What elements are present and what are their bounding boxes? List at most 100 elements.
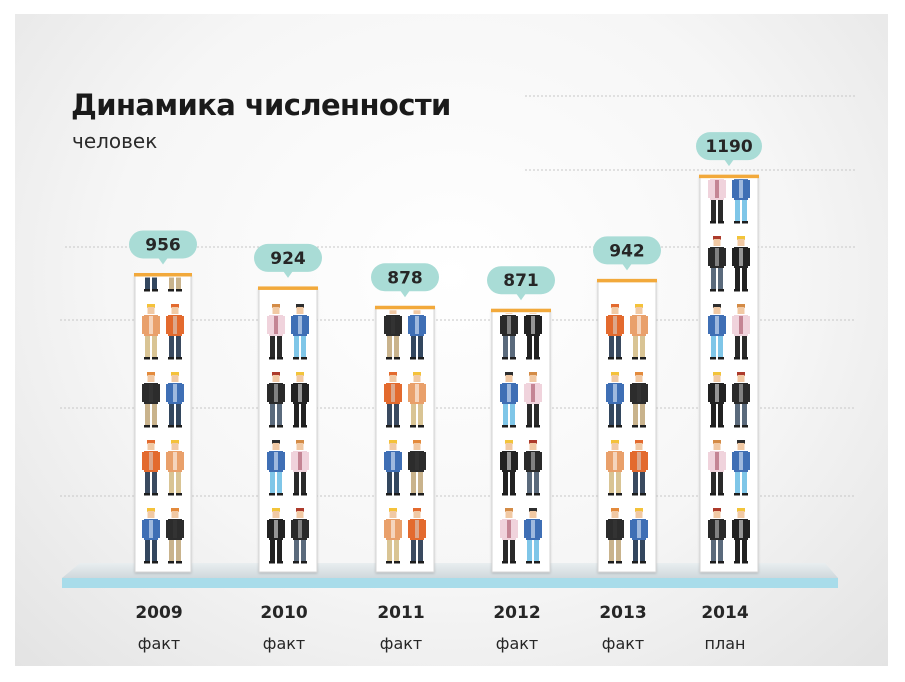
bar-top-accent [699,174,759,179]
value-bubble-pointer [516,293,526,301]
value-bubble-shape [371,263,439,292]
value-bubble-pointer [283,270,293,278]
worker-figure-icon [291,440,309,496]
bar-2011: 878 [371,263,439,573]
worker-figure-icon [500,440,518,496]
worker-figure-icon [606,508,624,564]
bar-2009: 956 [129,230,197,573]
value-bubble: 1190 [696,132,762,167]
bar-value-label: 942 [609,241,645,261]
bar-value-label: 924 [270,249,306,269]
worker-figures [606,304,648,564]
year-label: 2009 [135,603,182,623]
value-bubble-pointer [622,263,632,271]
base-strip [62,578,838,588]
bar-top-accent [597,278,657,283]
worker-figure-icon [708,179,726,224]
value-bubble: 942 [593,236,661,271]
value-bubble: 878 [371,263,439,298]
worker-figure-icon [384,508,402,564]
value-bubble: 924 [254,243,322,278]
worker-figure-icon [732,372,750,428]
worker-figure-icon [606,304,624,360]
worker-figures [142,277,184,564]
worker-figure-icon [408,440,426,496]
chart-title: Динамика численности [71,88,451,122]
worker-figure-icon [408,508,426,564]
year-label: 2011 [377,603,424,623]
status-label: факт [138,634,180,653]
bar-2010: 924 [254,243,322,573]
worker-figure-icon [500,313,518,360]
worker-figures [384,310,426,564]
worker-figure-icon [524,313,542,360]
worker-figure-icon [142,440,160,496]
worker-figure-icon [291,372,309,428]
worker-figure-icon [732,304,750,360]
worker-figure-icon [732,440,750,496]
status-label: факт [496,634,538,653]
year-label: 2013 [599,603,646,623]
worker-figure-icon [166,372,184,428]
bar-2014: 1190 [696,132,762,573]
worker-figure-icon [267,440,285,496]
worker-figure-icon [267,304,285,360]
year-label: 2010 [260,603,307,623]
value-bubble-shape [696,132,762,161]
year-label: 2012 [493,603,540,623]
grid-lines [60,95,855,497]
status-label: план [705,634,746,653]
value-bubble: 871 [487,266,555,301]
bar-value-label: 871 [503,271,539,291]
worker-figure-icon [267,508,285,564]
value-bubble-pointer [158,257,168,265]
worker-figure-icon [630,304,648,360]
worker-figure-icon [708,440,726,496]
worker-figure-icon [384,440,402,496]
worker-figure-icon [708,304,726,360]
worker-figure-icon [384,310,402,360]
worker-figure-icon [732,179,750,224]
status-label: факт [602,634,644,653]
worker-figure-icon [408,372,426,428]
status-label: факт [263,634,305,653]
value-bubble-shape [487,266,555,295]
worker-figure-icon [732,508,750,564]
bar-value-label: 878 [387,268,423,288]
bars: 956 924 878 871 942 1190 [129,132,762,573]
value-bubble: 956 [129,230,197,265]
worker-figure-icon [524,508,542,564]
bar-top-accent [375,305,435,310]
value-bubble-shape [129,230,197,259]
bar-value-label: 1190 [705,137,752,157]
worker-figures [267,304,309,564]
bar-column [699,175,759,573]
worker-figure-icon [291,304,309,360]
bar-2013: 942 [593,236,661,573]
worker-figure-icon [144,277,158,292]
worker-figure-icon [142,508,160,564]
worker-figure-icon [708,236,726,292]
bar-2012: 871 [487,266,555,573]
value-bubble-shape [593,236,661,265]
worker-figure-icon [168,277,182,292]
worker-figure-icon [291,508,309,564]
worker-figure-icon [384,372,402,428]
value-bubble-pointer [724,159,734,167]
worker-figure-icon [500,372,518,428]
category-labels: 2009 факт 2010 факт 2011 факт 2012 факт 2013 факт… [135,603,748,653]
worker-figure-icon [166,304,184,360]
worker-figures [708,179,750,564]
worker-figure-icon [142,372,160,428]
worker-figure-icon [166,440,184,496]
bar-top-accent [134,272,192,277]
value-bubble-shape [254,243,322,272]
value-bubble-pointer [400,290,410,298]
worker-figure-icon [606,440,624,496]
worker-figure-icon [524,372,542,428]
worker-figure-icon [732,236,750,292]
year-label: 2014 [701,603,748,623]
worker-figure-icon [708,508,726,564]
bar-value-label: 956 [145,235,181,255]
